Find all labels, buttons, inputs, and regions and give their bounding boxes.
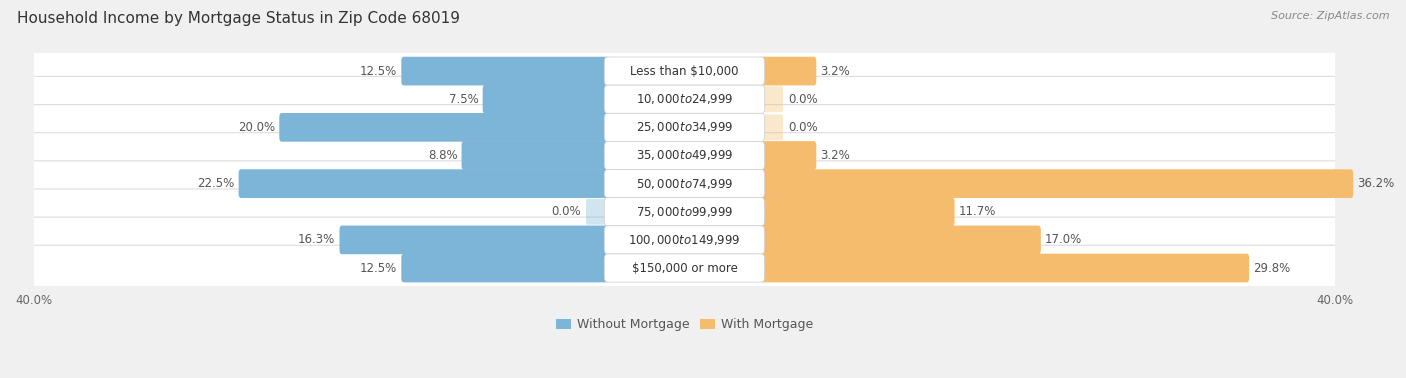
FancyBboxPatch shape: [759, 169, 1353, 198]
FancyBboxPatch shape: [759, 254, 1249, 282]
FancyBboxPatch shape: [605, 141, 765, 170]
Legend: Without Mortgage, With Mortgage: Without Mortgage, With Mortgage: [555, 318, 813, 332]
FancyBboxPatch shape: [586, 199, 609, 225]
Text: 12.5%: 12.5%: [360, 65, 398, 77]
Text: $150,000 or more: $150,000 or more: [631, 262, 737, 274]
FancyBboxPatch shape: [401, 254, 610, 282]
Text: 3.2%: 3.2%: [820, 65, 851, 77]
FancyBboxPatch shape: [761, 115, 783, 140]
FancyBboxPatch shape: [280, 113, 610, 142]
FancyBboxPatch shape: [605, 198, 765, 226]
Text: 36.2%: 36.2%: [1357, 177, 1395, 190]
Text: 17.0%: 17.0%: [1045, 233, 1083, 246]
FancyBboxPatch shape: [21, 161, 1348, 206]
FancyBboxPatch shape: [21, 189, 1348, 235]
Text: 16.3%: 16.3%: [298, 233, 336, 246]
Text: $25,000 to $34,999: $25,000 to $34,999: [636, 120, 733, 134]
Text: 20.0%: 20.0%: [238, 121, 276, 134]
FancyBboxPatch shape: [761, 86, 783, 112]
FancyBboxPatch shape: [21, 217, 1348, 263]
Text: 22.5%: 22.5%: [197, 177, 235, 190]
FancyBboxPatch shape: [605, 57, 765, 85]
FancyBboxPatch shape: [605, 254, 765, 282]
Text: 0.0%: 0.0%: [551, 205, 581, 218]
Text: 29.8%: 29.8%: [1253, 262, 1291, 274]
FancyBboxPatch shape: [482, 85, 610, 113]
FancyBboxPatch shape: [605, 170, 765, 198]
Text: 3.2%: 3.2%: [820, 149, 851, 162]
Text: $100,000 to $149,999: $100,000 to $149,999: [628, 233, 741, 247]
Text: Source: ZipAtlas.com: Source: ZipAtlas.com: [1271, 11, 1389, 21]
FancyBboxPatch shape: [21, 245, 1348, 291]
Text: $50,000 to $74,999: $50,000 to $74,999: [636, 177, 733, 191]
Text: $75,000 to $99,999: $75,000 to $99,999: [636, 205, 733, 219]
FancyBboxPatch shape: [605, 85, 765, 113]
FancyBboxPatch shape: [21, 76, 1348, 122]
FancyBboxPatch shape: [401, 57, 610, 85]
FancyBboxPatch shape: [605, 226, 765, 254]
FancyBboxPatch shape: [461, 141, 610, 170]
FancyBboxPatch shape: [759, 197, 955, 226]
FancyBboxPatch shape: [21, 133, 1348, 178]
FancyBboxPatch shape: [239, 169, 610, 198]
FancyBboxPatch shape: [605, 113, 765, 141]
FancyBboxPatch shape: [339, 226, 610, 254]
FancyBboxPatch shape: [759, 57, 817, 85]
Text: Household Income by Mortgage Status in Zip Code 68019: Household Income by Mortgage Status in Z…: [17, 11, 460, 26]
Text: Less than $10,000: Less than $10,000: [630, 65, 738, 77]
Text: 11.7%: 11.7%: [959, 205, 995, 218]
Text: 0.0%: 0.0%: [787, 93, 817, 106]
FancyBboxPatch shape: [759, 141, 817, 170]
Text: $35,000 to $49,999: $35,000 to $49,999: [636, 149, 733, 163]
FancyBboxPatch shape: [21, 105, 1348, 150]
FancyBboxPatch shape: [21, 48, 1348, 94]
FancyBboxPatch shape: [759, 226, 1040, 254]
Text: 8.8%: 8.8%: [427, 149, 457, 162]
Text: 7.5%: 7.5%: [449, 93, 478, 106]
Text: 0.0%: 0.0%: [787, 121, 817, 134]
Text: 12.5%: 12.5%: [360, 262, 398, 274]
Text: $10,000 to $24,999: $10,000 to $24,999: [636, 92, 733, 106]
